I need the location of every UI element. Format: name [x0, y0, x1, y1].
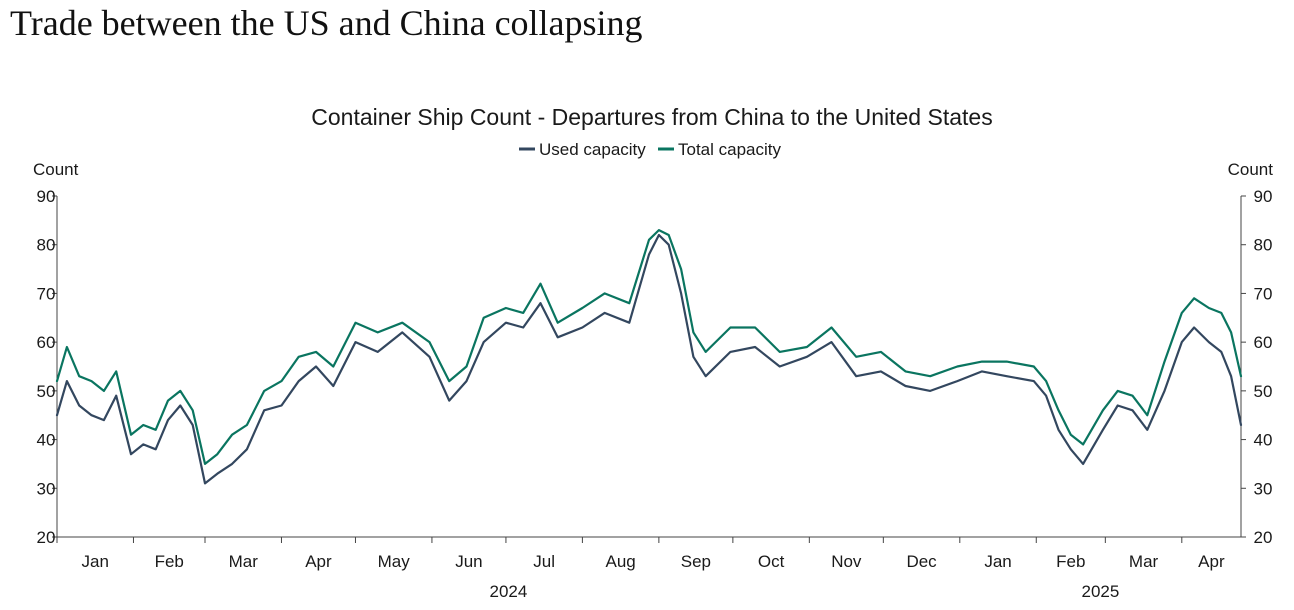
- x-tick-label: Aug: [606, 552, 636, 571]
- x-tick-label: Feb: [1056, 552, 1085, 571]
- y-tick-label-left: 70: [37, 284, 56, 303]
- x-tick-label: Apr: [1198, 552, 1225, 571]
- axes: 20 20 30 30 40 40 50 50 60 60 70 70 80 80 90 90 Jan Feb Ma…: [37, 187, 1273, 601]
- y-tick-label-right: 40: [1254, 431, 1273, 450]
- x-tick-label: Feb: [155, 552, 184, 571]
- x-tick-label: Jun: [455, 552, 482, 571]
- y-tick-label-right: 60: [1254, 333, 1273, 352]
- series-layer: [55, 229, 1243, 485]
- y-axis-label-right: Count: [1228, 160, 1274, 179]
- y-tick-label-left: 80: [37, 236, 56, 255]
- chart-title: Container Ship Count - Departures from C…: [311, 104, 992, 130]
- headline: Trade between the US and China collapsin…: [10, 3, 643, 43]
- x-tick-label: Oct: [758, 552, 785, 571]
- y-tick-label-left: 30: [37, 479, 56, 498]
- y-tick-label-left: 50: [37, 382, 56, 401]
- y-tick-label-right: 80: [1254, 236, 1273, 255]
- x-year-label: 2025: [1081, 582, 1119, 601]
- y-tick-label-right: 50: [1254, 382, 1273, 401]
- x-tick-label: Jan: [82, 552, 109, 571]
- y-tick-label-right: 20: [1254, 528, 1273, 547]
- x-tick-label: Jul: [533, 552, 555, 571]
- x-tick-label: Nov: [831, 552, 862, 571]
- x-tick-label: Mar: [229, 552, 259, 571]
- x-tick-label: May: [378, 552, 411, 571]
- y-tick-label-right: 70: [1254, 284, 1273, 303]
- x-tick-label: Mar: [1129, 552, 1159, 571]
- x-tick-label: Sep: [681, 552, 711, 571]
- y-tick-label-left: 90: [37, 187, 56, 206]
- legend-label-total: Total capacity: [678, 140, 781, 159]
- y-tick-label-left: 20: [37, 528, 56, 547]
- series-line-total: [55, 229, 1243, 465]
- legend: Used capacity Total capacity: [519, 140, 781, 159]
- series-line-used: [55, 233, 1243, 485]
- legend-label-used: Used capacity: [539, 140, 646, 159]
- x-tick-label: Dec: [906, 552, 937, 571]
- x-tick-label: Jan: [984, 552, 1011, 571]
- y-tick-label-right: 30: [1254, 479, 1273, 498]
- x-tick-label: Apr: [305, 552, 332, 571]
- y-tick-label-right: 90: [1254, 187, 1273, 206]
- y-tick-label-left: 60: [37, 333, 56, 352]
- y-axis-label-left: Count: [33, 160, 79, 179]
- y-tick-label-left: 40: [37, 431, 56, 450]
- x-year-label: 2024: [489, 582, 527, 601]
